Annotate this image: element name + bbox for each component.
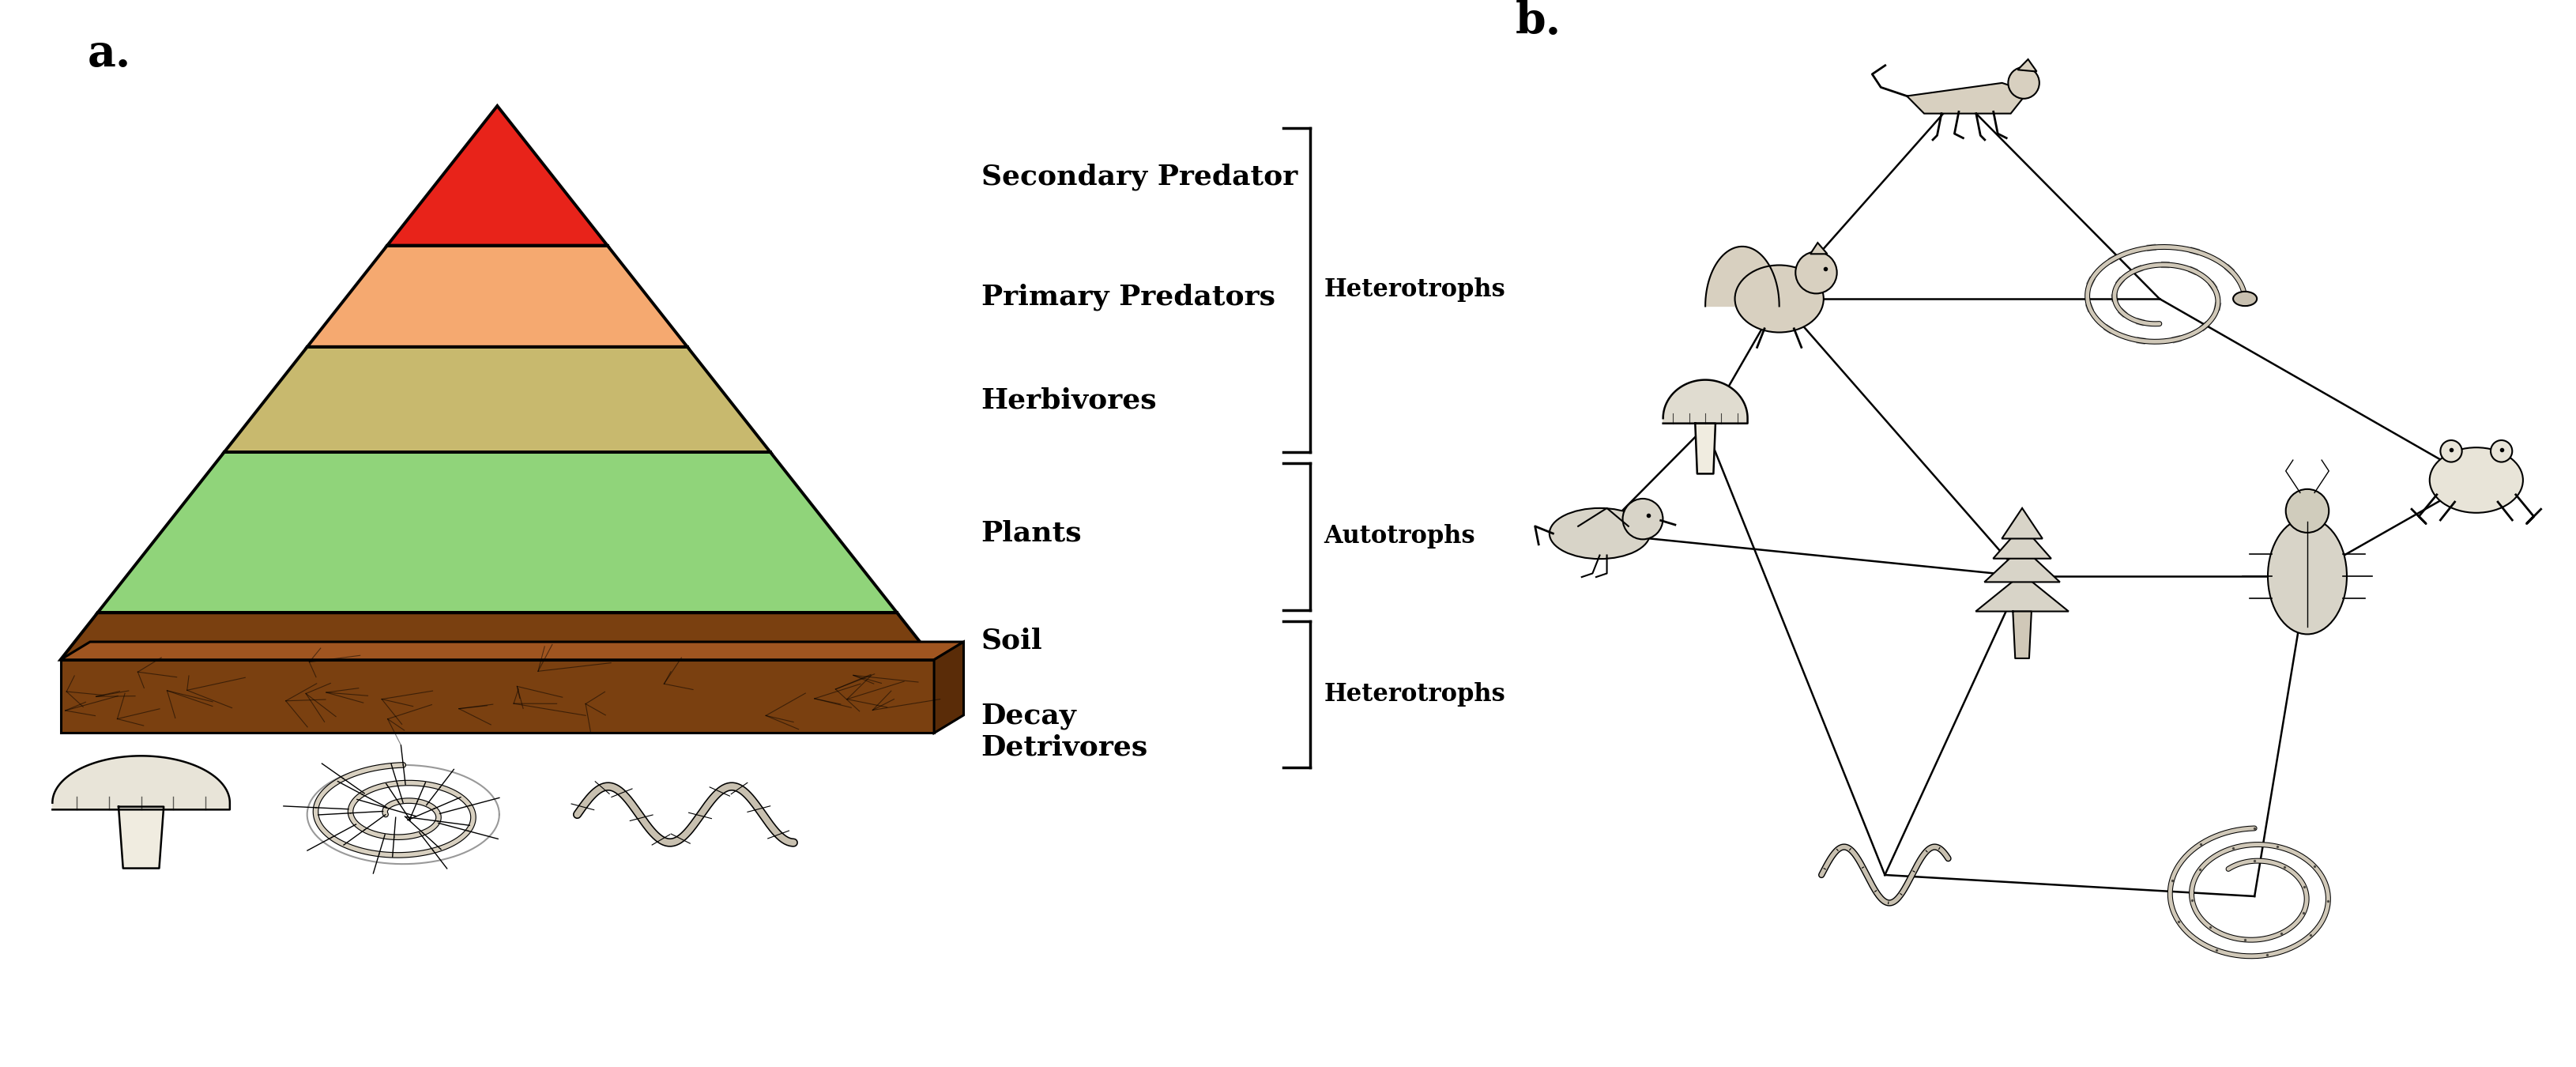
Polygon shape <box>307 245 688 347</box>
Polygon shape <box>1994 526 2050 559</box>
Polygon shape <box>224 347 770 452</box>
Polygon shape <box>1695 424 1716 474</box>
Polygon shape <box>59 612 935 659</box>
Polygon shape <box>1811 243 1826 254</box>
Text: Autotrophs: Autotrophs <box>1324 524 1476 548</box>
Polygon shape <box>59 659 935 733</box>
Polygon shape <box>2012 611 2032 658</box>
Text: Heterotrophs: Heterotrophs <box>1324 682 1504 706</box>
Text: Secondary Predator: Secondary Predator <box>981 163 1298 190</box>
Polygon shape <box>1906 83 2027 113</box>
Ellipse shape <box>1734 266 1824 333</box>
Text: Decay
Detrivores: Decay Detrivores <box>981 703 1149 761</box>
Circle shape <box>2009 67 2040 98</box>
Ellipse shape <box>2267 519 2347 634</box>
Polygon shape <box>1984 546 2061 583</box>
Polygon shape <box>52 755 229 810</box>
Text: b.: b. <box>1515 0 1561 44</box>
Polygon shape <box>59 642 963 659</box>
Ellipse shape <box>2429 447 2522 513</box>
Circle shape <box>1795 252 1837 293</box>
Text: a.: a. <box>88 33 131 76</box>
Polygon shape <box>1664 380 1747 424</box>
Circle shape <box>2491 441 2512 462</box>
Polygon shape <box>386 106 608 245</box>
Polygon shape <box>935 642 963 733</box>
Polygon shape <box>1705 246 1780 306</box>
Polygon shape <box>118 807 165 869</box>
Polygon shape <box>1976 574 2069 611</box>
Text: Plants: Plants <box>981 520 1082 547</box>
Text: Heterotrophs: Heterotrophs <box>1324 277 1504 302</box>
Polygon shape <box>2002 508 2043 539</box>
Ellipse shape <box>2233 291 2257 306</box>
Text: Soil: Soil <box>981 627 1043 654</box>
Polygon shape <box>98 452 896 612</box>
Text: Herbivores: Herbivores <box>981 387 1157 414</box>
Text: Primary Predators: Primary Predators <box>981 284 1275 310</box>
Circle shape <box>2285 489 2329 532</box>
Polygon shape <box>2017 60 2038 71</box>
Circle shape <box>1623 498 1664 539</box>
Circle shape <box>2439 441 2463 462</box>
Ellipse shape <box>1548 508 1651 559</box>
